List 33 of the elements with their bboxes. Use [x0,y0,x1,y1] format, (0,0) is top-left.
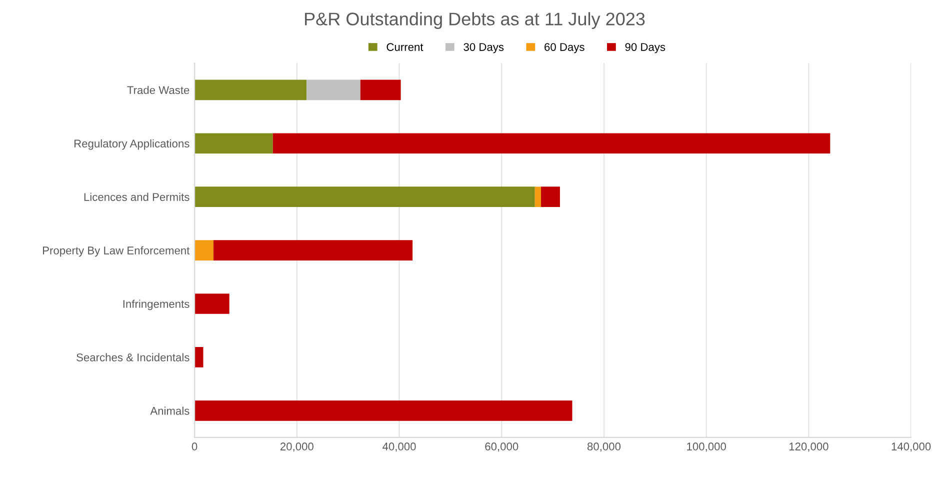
y-tick-label: Searches & Incidentals [76,353,190,362]
bar [194,347,204,368]
bar [360,80,401,100]
y-tick-label: Regulatory Applications [74,139,190,150]
x-tick-label: 80,000 [587,442,621,452]
bar [272,133,830,154]
y-tick-label: Animals [150,406,190,415]
y-tick-label: Trade Waste [127,86,190,94]
chart-title: P&R Outstanding Debts as at 11 July 2023 [305,12,645,29]
bar [213,240,413,260]
y-tick-label: Property By Law Enforcement [43,246,190,257]
legend-label: 90 Days [625,43,666,54]
legend-label: Current [386,43,424,51]
x-tick-label: 20,000 [280,442,314,452]
x-tick-label: 40,000 [382,442,416,452]
y-tick-label: Licences and Permits [84,192,190,201]
x-tick-label: 120,000 [789,442,828,452]
bar [194,400,572,421]
legend-label: 60 Days [544,43,584,54]
bar [534,186,542,207]
bar [194,133,273,154]
bar [541,186,560,207]
y-tick-label: Infringements [123,300,190,310]
x-tick-label: 100,000 [687,442,726,452]
bar [194,80,307,100]
x-tick-label: 140,000 [892,442,931,452]
bar [194,186,535,207]
bar [306,80,360,100]
bar [194,240,214,260]
x-tick-label: 60,000 [485,442,518,452]
legend-label: 30 Days [464,43,504,54]
x-tick-label: 0 [192,442,198,450]
bar [194,294,230,314]
